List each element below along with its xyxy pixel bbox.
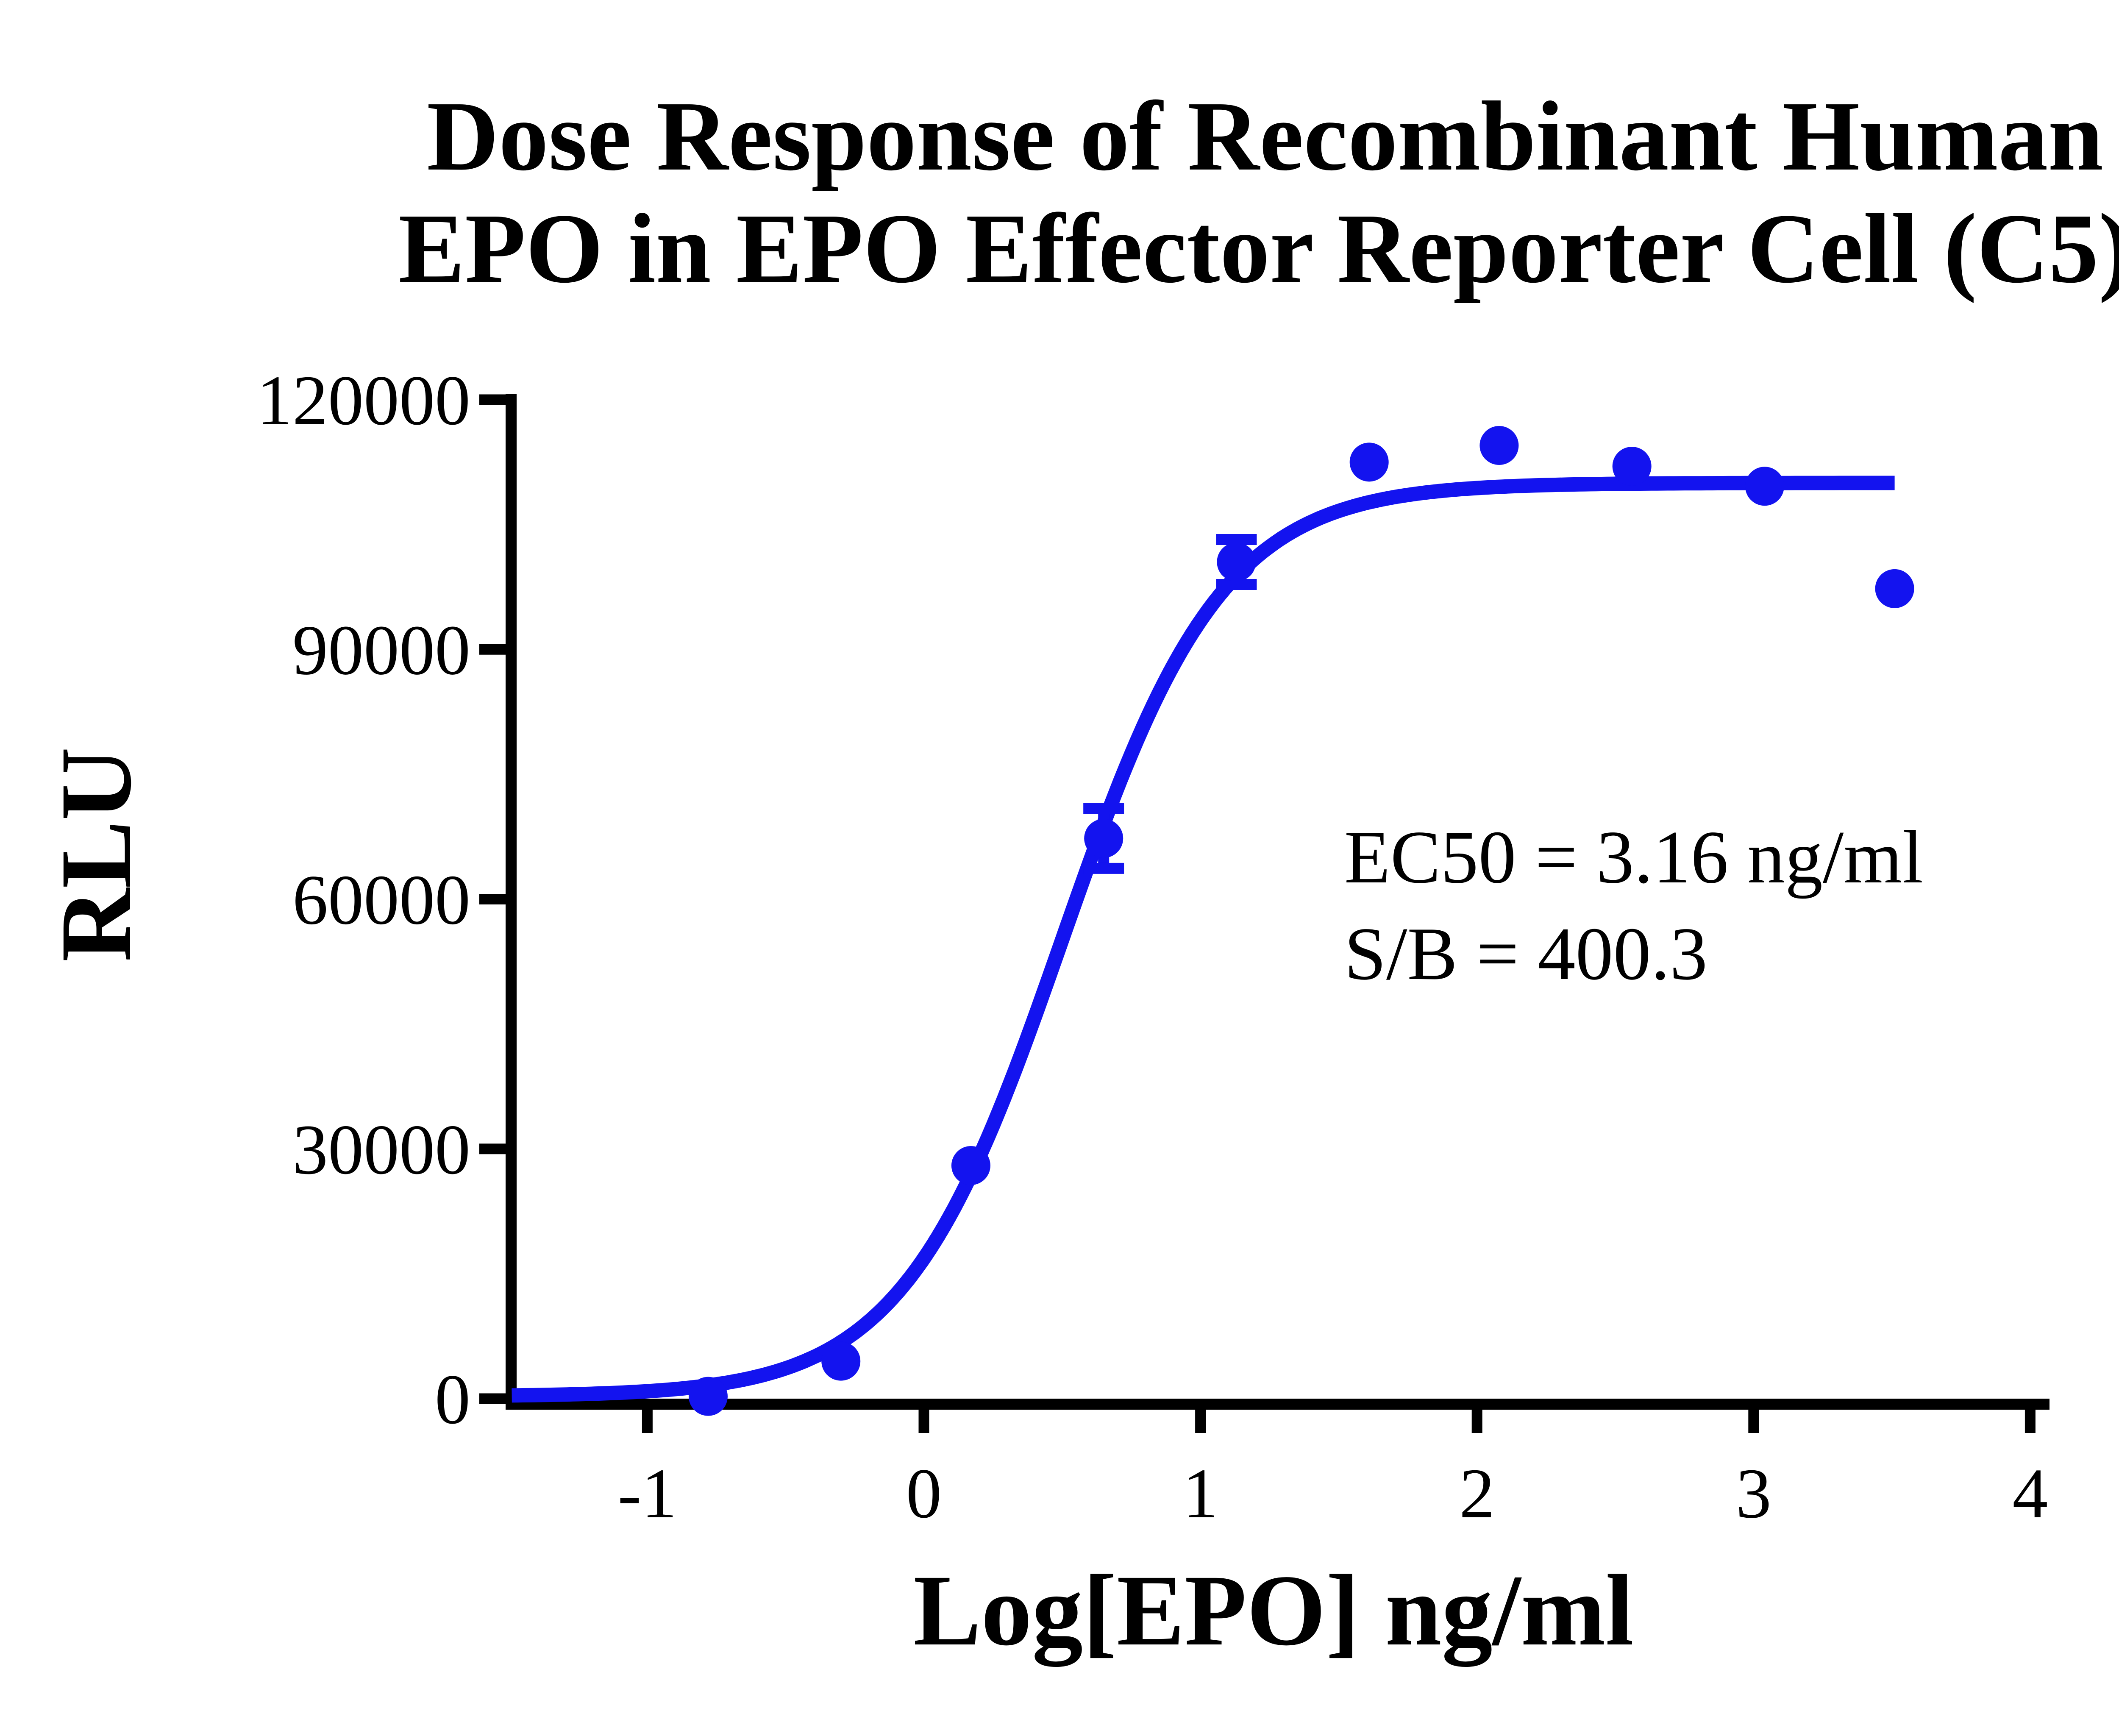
fit-curve-layer	[510, 476, 1897, 1403]
data-point	[821, 1341, 861, 1381]
x-tick-label: 1	[1183, 1454, 1218, 1533]
data-point	[1217, 542, 1256, 582]
chart-title-line1: Dose Response of Recombinant Human	[427, 81, 2103, 191]
y-axis-label: RLU	[39, 747, 152, 962]
x-tick-label: 3	[1736, 1454, 1771, 1533]
x-tick-label: 4	[2012, 1454, 2048, 1533]
y-tick-label: 120000	[257, 361, 470, 440]
data-point	[1084, 819, 1123, 858]
fit-curve	[510, 476, 1897, 1403]
y-axis-ticks	[479, 394, 506, 1404]
data-point	[951, 1146, 990, 1185]
x-tick-label: 2	[1459, 1454, 1495, 1533]
x-axis-ticks	[642, 1410, 2036, 1433]
data-point	[1479, 426, 1519, 465]
annotation-signal-to-background: S/B = 400.3	[1344, 912, 1707, 996]
data-point	[1612, 447, 1652, 486]
annotation-ec50: EC50 = 3.16 ng/ml	[1344, 815, 1923, 899]
data-point	[1745, 467, 1784, 506]
y-tick-label: 60000	[292, 861, 470, 940]
chart-title-line2: EPO in EPO Effector Reporter Cell (C5)	[398, 193, 2119, 303]
x-tick-label: -1	[617, 1454, 677, 1533]
data-point	[688, 1377, 728, 1416]
data-point	[1349, 442, 1389, 482]
y-tick-label: 0	[435, 1360, 470, 1439]
y-axis-tick-labels: 0 30000 60000 90000 120000	[257, 361, 470, 1439]
x-axis-label: Log[EPO] ng/ml	[913, 1554, 1634, 1667]
y-tick-label: 90000	[292, 611, 470, 690]
y-tick-label: 30000	[292, 1110, 470, 1189]
x-axis-tick-labels: -1 0 1 2 3 4	[617, 1454, 2048, 1533]
x-tick-label: 0	[906, 1454, 942, 1533]
data-point-layer	[688, 426, 1914, 1416]
data-point	[1875, 569, 1914, 608]
